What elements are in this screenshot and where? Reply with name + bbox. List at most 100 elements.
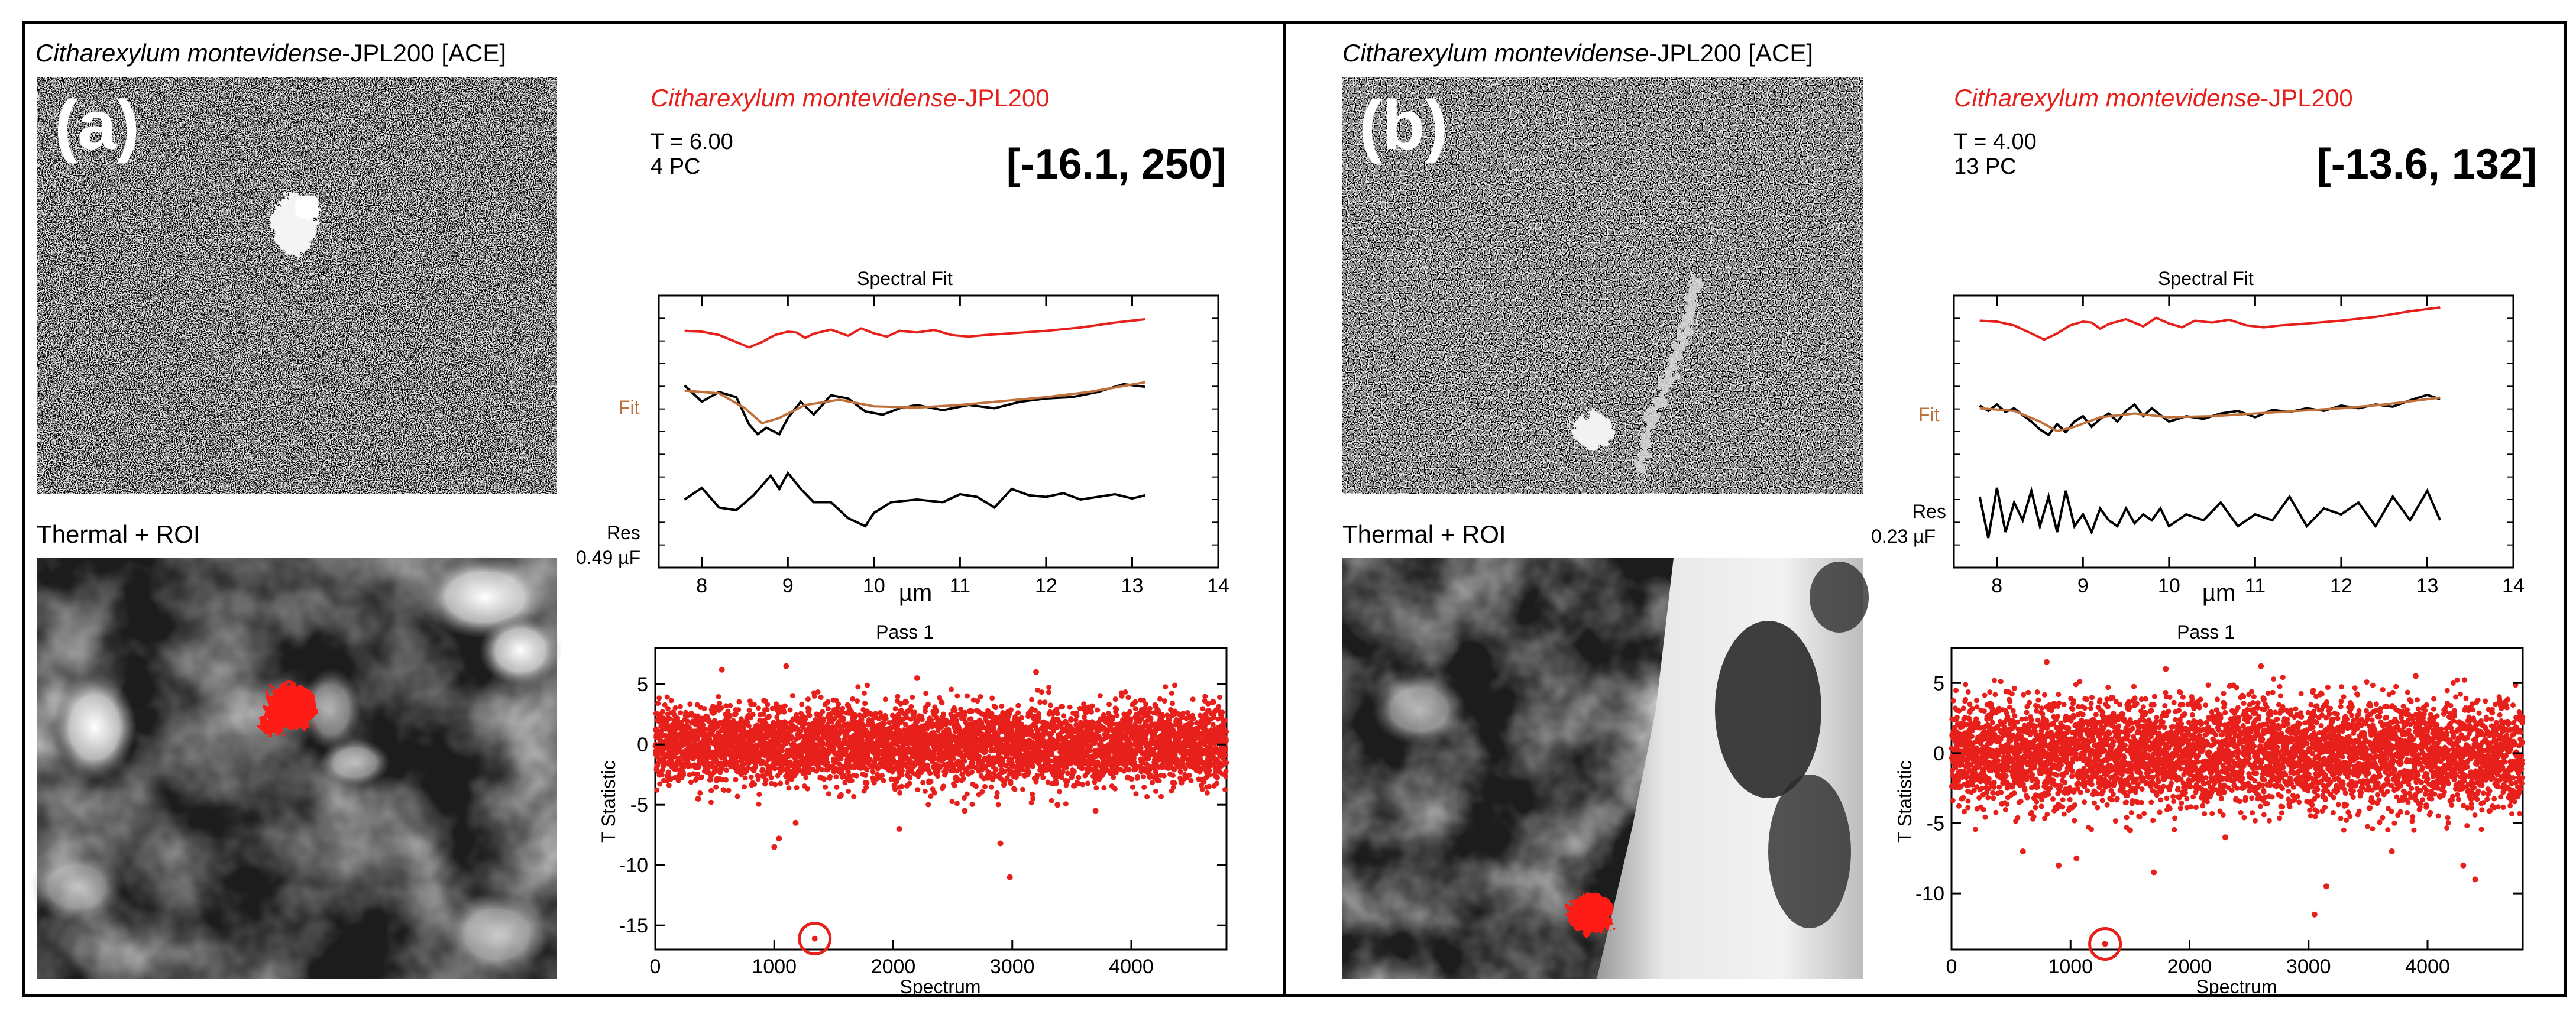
scatter-point: [807, 712, 813, 718]
ace-title-suffix: -JPL200 [ACE]: [342, 39, 506, 67]
scatter-point: [672, 705, 678, 711]
scatter-point: [666, 715, 672, 721]
scatter-point: [746, 723, 752, 729]
scatter-point: [1130, 784, 1135, 790]
scatter-point: [695, 771, 701, 777]
scatter-point: [931, 790, 937, 796]
scatter-point: [969, 769, 975, 775]
roi-marker: [1567, 892, 1614, 935]
scatter-point: [873, 711, 878, 717]
scatter-point: [736, 707, 742, 713]
scatter-point: [1141, 784, 1147, 790]
scatter-point: [1200, 706, 1206, 712]
thermal-label: Thermal + ROI: [37, 520, 200, 548]
x-tick-label: 14: [2502, 575, 2525, 597]
scatter-point: [659, 772, 665, 778]
scatter-point: [1164, 712, 1170, 718]
scatter-point: [697, 790, 703, 796]
scatter-point: [1126, 767, 1132, 773]
scatter-point: [1090, 720, 1096, 726]
scatter-point: [962, 758, 967, 764]
scatter-point: [681, 772, 687, 778]
scatter-point: [684, 718, 690, 724]
scatter-outlier: [695, 796, 701, 802]
scatter-point: [1112, 786, 1118, 792]
fit-label: Fit: [619, 397, 640, 418]
scatter-point: [725, 708, 731, 714]
scatter-point: [925, 802, 931, 808]
scatter-point: [1071, 769, 1077, 775]
scatter-point: [755, 776, 761, 782]
res-label: Res: [1912, 501, 1946, 522]
panel-letter: (b): [1359, 86, 1448, 164]
spectral-series-1: [684, 383, 1145, 436]
result-bracket: [-13.6, 132]: [2317, 141, 2537, 188]
scatter-point: [701, 706, 707, 712]
scatter-point: [995, 802, 1001, 808]
scatter-point: [756, 792, 762, 798]
scatter-point: [1169, 701, 1175, 707]
scatter-point: [855, 684, 861, 690]
scatter-point: [923, 691, 929, 696]
x-tick-label: 13: [2416, 575, 2439, 597]
scatter-point: [870, 769, 876, 775]
scatter-point: [1015, 710, 1021, 716]
scatter-point: [1222, 787, 1228, 793]
scatter-point: [1188, 777, 1194, 783]
scatter-point: [737, 724, 743, 730]
scatter-point: [833, 774, 839, 780]
scatter-point: [1172, 767, 1177, 773]
res-scale: 0.49 µF: [576, 547, 640, 568]
scatter-point: [1128, 716, 1134, 722]
scatter-point: [908, 704, 914, 709]
scatter-point: [904, 699, 910, 705]
scatter-point: [736, 699, 742, 705]
scatter-point: [820, 709, 826, 715]
spectral-fit-title: Spectral Fit: [857, 268, 953, 289]
scatter-point: [726, 788, 732, 793]
scatter-point: [772, 782, 778, 788]
x-tick-label: 3000: [990, 955, 1035, 978]
scatter-point: [949, 686, 954, 692]
scatter-point: [778, 780, 784, 786]
scatter-point: [1217, 695, 1222, 700]
scatter-point: [688, 779, 694, 785]
scatter-point: [724, 767, 729, 773]
scatter-point: [1056, 789, 1062, 795]
scatter-ylabel: T Statistic: [598, 760, 619, 843]
scatter-point: [854, 773, 859, 779]
scatter-point: [674, 766, 679, 772]
scatter-point: [799, 701, 805, 707]
scatter-point: [802, 717, 808, 722]
scatter-point: [897, 790, 903, 796]
scatter-point: [1106, 701, 1112, 707]
scatter-point: [1129, 776, 1135, 782]
scatter-point: [969, 708, 975, 714]
scatter-point: [677, 704, 683, 709]
scatter-point: [928, 779, 934, 785]
scatter-point: [1076, 775, 1082, 780]
scatter-point: [1170, 773, 1176, 779]
scatter-point: [861, 690, 867, 696]
scatter-point: [831, 745, 836, 751]
scatter-point: [782, 703, 788, 709]
scatter-point: [1048, 798, 1054, 803]
ace-title: Citharexylum montevidense-JPL200 [ACE]: [1342, 39, 1813, 67]
scatter-point: [1206, 772, 1212, 778]
scatter-point: [665, 706, 671, 711]
scatter-point: [666, 782, 672, 788]
panel-letter: (a): [54, 86, 140, 164]
scatter-point: [920, 780, 926, 786]
scatter-point: [656, 695, 662, 701]
x-tick-label: 2000: [871, 955, 916, 978]
scatter-point: [712, 709, 718, 715]
scatter-point: [1030, 763, 1036, 769]
scatter-point: [1061, 713, 1066, 719]
x-tick-label: 13: [1121, 575, 1144, 597]
t-threshold: T = 6.00: [651, 129, 733, 154]
scatter-point: [1122, 689, 1128, 695]
scatter-outlier: [1033, 669, 1039, 675]
scatter-point: [763, 777, 769, 783]
scatter-point: [746, 708, 752, 714]
x-tick-label: 12: [1035, 575, 1057, 597]
